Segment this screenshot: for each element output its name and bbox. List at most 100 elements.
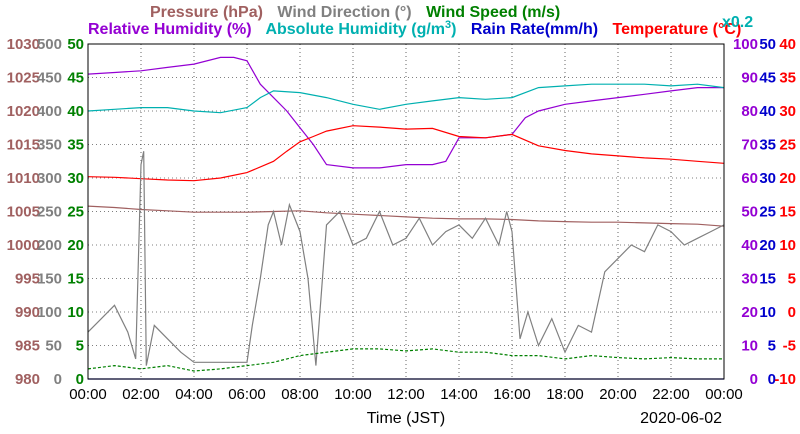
x-axis: 00:00 02:00 04:00 06:00 08:00 10:00 12:00 14:00… <box>69 386 743 403</box>
tick-wind-direction: 0 <box>54 371 62 388</box>
tick-pressure: 980 <box>15 371 40 388</box>
tick-rain-rate: 20 <box>759 237 776 254</box>
series-wind-direction <box>87 151 725 366</box>
tick-temperature: 10 <box>779 237 796 254</box>
tick-temperature: 15 <box>779 204 796 221</box>
tick-wind-speed: 45 <box>67 70 84 87</box>
tick-humidity: 30 <box>741 271 758 288</box>
tick-wind-speed: 25 <box>67 204 84 221</box>
tick-wind-speed: 15 <box>67 271 84 288</box>
tick-rain-rate: 5 <box>768 338 776 355</box>
x-tick-label: 20:00 <box>599 386 637 403</box>
tick-humidity: 10 <box>741 338 758 355</box>
tick-wind-speed: 5 <box>76 338 84 355</box>
x-tick-label: 02:00 <box>122 386 160 403</box>
left-axes: 1030102510201015101010051000995990985980… <box>7 36 84 388</box>
tick-rain-rate: 0 <box>768 371 776 388</box>
tick-pressure: 1030 <box>7 36 40 53</box>
tick-pressure: 1000 <box>7 237 40 254</box>
legend-pressure: Pressure (hPa) <box>150 4 263 21</box>
tick-pressure: 1005 <box>7 204 40 221</box>
tick-wind-speed: 40 <box>67 103 84 120</box>
legend-abs-humidity-scale: x0.2 <box>722 14 753 31</box>
x-tick-label: 04:00 <box>175 386 213 403</box>
tick-humidity: 40 <box>741 237 758 254</box>
series-humidity <box>87 56 724 169</box>
legend-relative-humidity: Relative Humidity (%) <box>88 21 252 38</box>
tick-rain-rate: 35 <box>759 137 776 154</box>
tick-wind-speed: 50 <box>67 36 84 53</box>
x-tick-label: 06:00 <box>228 386 266 403</box>
tick-wind-direction: 100 <box>37 304 62 321</box>
x-tick-label: 12:00 <box>387 386 425 403</box>
right-axes: 1009080706050403020100504540353025201510… <box>733 36 796 388</box>
legend-rain-rate: Rain Rate(mm/h) <box>471 21 598 38</box>
tick-temperature: 25 <box>779 137 796 154</box>
header-line-2: Relative Humidity (%) Absolute Humidity … <box>88 19 741 38</box>
tick-temperature: 20 <box>779 170 796 187</box>
tick-pressure: 1015 <box>7 137 40 154</box>
series-temperature <box>87 125 725 182</box>
tick-wind-speed: 30 <box>67 170 84 187</box>
tick-wind-speed: 10 <box>67 304 84 321</box>
tick-wind-direction: 400 <box>37 103 62 120</box>
tick-pressure: 985 <box>15 338 40 355</box>
header-line-1: Pressure (hPa) Wind Direction (°) Wind S… <box>150 4 560 21</box>
series-pressure <box>87 205 725 227</box>
x-axis-label: Time (JST) <box>367 410 446 427</box>
tick-rain-rate: 45 <box>759 70 776 87</box>
tick-humidity: 20 <box>741 304 758 321</box>
x-tick-label: 00:00 <box>69 386 107 403</box>
tick-rain-rate: 30 <box>759 170 776 187</box>
tick-pressure: 1010 <box>7 170 40 187</box>
tick-rain-rate: 40 <box>759 103 776 120</box>
tick-temperature: 5 <box>788 271 796 288</box>
tick-temperature: 35 <box>779 70 796 87</box>
x-tick-label: 08:00 <box>281 386 319 403</box>
tick-pressure: 990 <box>15 304 40 321</box>
tick-temperature: -5 <box>783 338 796 355</box>
legend-wind-direction: Wind Direction (°) <box>277 4 411 21</box>
legend-absolute-humidity: Absolute Humidity (g/m <box>265 21 445 38</box>
tick-wind-direction: 500 <box>37 36 62 53</box>
legend-absolute-humidity-superscript: 3 <box>445 19 451 31</box>
legend-wind-speed: Wind Speed (m/s) <box>426 4 560 21</box>
tick-wind-direction: 300 <box>37 170 62 187</box>
tick-pressure: 1020 <box>7 103 40 120</box>
tick-temperature: 30 <box>779 103 796 120</box>
tick-rain-rate: 10 <box>759 304 776 321</box>
tick-wind-direction: 350 <box>37 137 62 154</box>
tick-wind-direction: 200 <box>37 237 62 254</box>
series-humidity <box>87 83 725 114</box>
tick-rain-rate: 50 <box>759 36 776 53</box>
tick-temperature: -10 <box>774 371 796 388</box>
tick-humidity: 90 <box>741 70 758 87</box>
series-wind-speed <box>87 348 724 372</box>
plot-frame <box>87 43 725 380</box>
tick-humidity: 70 <box>741 137 758 154</box>
x-tick-label: 00:00 <box>705 386 743 403</box>
tick-humidity: 50 <box>741 204 758 221</box>
x-tick-label: 14:00 <box>440 386 478 403</box>
tick-humidity: 0 <box>750 371 758 388</box>
legend-absolute-humidity-close: ) <box>451 21 456 38</box>
tick-wind-speed: 20 <box>67 237 84 254</box>
tick-temperature: 0 <box>788 304 796 321</box>
date-label: 2020-06-02 <box>640 410 722 427</box>
x-tick-label: 18:00 <box>546 386 584 403</box>
tick-temperature: 40 <box>779 36 796 53</box>
tick-wind-speed: 0 <box>76 371 84 388</box>
tick-wind-direction: 250 <box>37 204 62 221</box>
tick-wind-direction: 450 <box>37 70 62 87</box>
legend-temperature: Temperature (°C) <box>613 21 742 38</box>
tick-rain-rate: 25 <box>759 204 776 221</box>
tick-wind-direction: 150 <box>37 271 62 288</box>
x-tick-label: 16:00 <box>493 386 531 403</box>
x-tick-label: 10:00 <box>334 386 372 403</box>
plot-series <box>87 56 725 380</box>
tick-pressure: 1025 <box>7 70 40 87</box>
x-tick-label: 22:00 <box>652 386 690 403</box>
tick-wind-speed: 35 <box>67 137 84 154</box>
tick-humidity: 80 <box>741 103 758 120</box>
